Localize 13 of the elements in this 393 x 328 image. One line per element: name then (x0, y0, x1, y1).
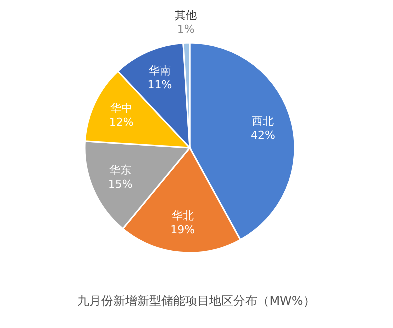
data-label: 42% (251, 129, 276, 142)
text: 九月份新增新型储能项目地区分布（MW%） (78, 294, 316, 308)
slice-label: 其他 (175, 9, 198, 22)
slice-label: 华北 (172, 209, 194, 222)
data-label: 19% (170, 223, 196, 236)
slice-label: 华中 (110, 102, 133, 115)
data-label: 12% (109, 116, 134, 129)
data-label: 15% (108, 178, 133, 192)
data-label: 1% (177, 23, 195, 36)
slice-label: 华东 (110, 164, 132, 178)
data-label: 11% (148, 78, 172, 92)
slice-label: 西北 (252, 115, 274, 128)
slice-label: 华南 (148, 64, 171, 78)
